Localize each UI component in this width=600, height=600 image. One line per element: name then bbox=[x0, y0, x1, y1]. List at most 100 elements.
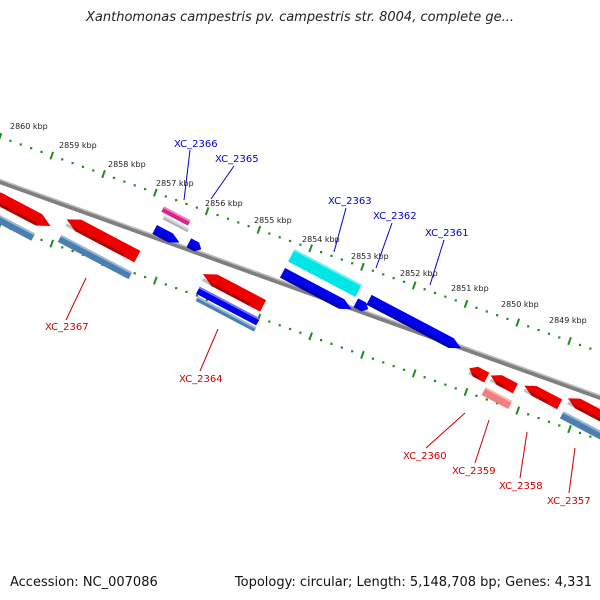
gene-xc2367-arrow bbox=[65, 219, 141, 263]
minor-tick bbox=[143, 187, 147, 191]
minor-tick bbox=[578, 343, 582, 346]
major-tick bbox=[308, 332, 313, 341]
minor-tick bbox=[371, 357, 374, 360]
kbp-label: 2860 kbp bbox=[10, 122, 48, 131]
gene-xc2362-arrow-shade bbox=[355, 305, 363, 312]
minor-tick bbox=[496, 402, 499, 405]
minor-tick bbox=[237, 221, 240, 224]
gene-xc2363-arrow-shade bbox=[281, 275, 341, 309]
major-tick bbox=[49, 151, 55, 160]
minor-tick bbox=[216, 213, 219, 217]
minor-tick bbox=[340, 346, 343, 349]
minor-tick bbox=[247, 225, 250, 228]
backbone-line bbox=[0, 178, 600, 401]
feature-magenta-bar bbox=[161, 206, 191, 226]
minor-tick bbox=[123, 180, 126, 183]
gene-xc2359-arrow-shade bbox=[489, 378, 506, 389]
minor-tick bbox=[40, 150, 43, 154]
operon-right-bar-highlight bbox=[562, 411, 600, 436]
minor-tick bbox=[340, 258, 343, 261]
gene-xc2363-bar-highlight bbox=[293, 249, 362, 287]
kbp-label: 2855 kbp bbox=[254, 216, 292, 225]
minor-tick bbox=[71, 249, 74, 253]
major-tick bbox=[49, 239, 55, 248]
label-xc2359: XC_2359 bbox=[452, 466, 496, 477]
major-tick bbox=[204, 207, 210, 216]
minor-tick bbox=[112, 176, 116, 180]
minor-tick bbox=[164, 283, 167, 286]
label-xc2361: XC_2361 bbox=[425, 228, 469, 239]
kbp-label: 2854 kbp bbox=[302, 235, 340, 244]
upper-tick-track bbox=[0, 132, 592, 350]
map-title: Xanthomonas campestris pv. campestris st… bbox=[86, 10, 514, 25]
gene-xc2358-arrow-shade bbox=[523, 388, 549, 405]
gene-xc2359-arrow-body bbox=[490, 375, 518, 394]
label-xc2365-leader bbox=[210, 165, 235, 200]
gene-xc2357-arrow-body bbox=[567, 398, 600, 427]
gene-xc2363-arrow-body bbox=[279, 267, 352, 310]
minor-tick bbox=[547, 420, 551, 423]
gene-xc2363-bar-body bbox=[288, 249, 362, 297]
minor-tick bbox=[164, 195, 167, 198]
minor-tick bbox=[433, 379, 437, 383]
minor-tick bbox=[454, 299, 457, 302]
minor-tick bbox=[589, 435, 592, 438]
kbp-label: 2852 kbp bbox=[400, 269, 438, 278]
minor-tick bbox=[392, 277, 395, 280]
minor-tick bbox=[195, 294, 198, 297]
gene-xc2357-arrow bbox=[567, 398, 600, 427]
minor-tick bbox=[185, 290, 188, 293]
gene-xc2364-arrow-shade bbox=[201, 278, 250, 306]
minor-tick bbox=[423, 288, 426, 291]
minor-tick bbox=[299, 243, 302, 246]
label-xc2360-leader bbox=[425, 412, 466, 449]
minor-tick bbox=[433, 291, 437, 295]
label-xc2362-leader bbox=[375, 222, 393, 269]
major-tick bbox=[101, 170, 106, 179]
gene-xc2360-arrow-body bbox=[469, 366, 490, 383]
major-tick bbox=[360, 262, 365, 271]
minor-tick bbox=[351, 350, 354, 353]
kbp-label: 2858 kbp bbox=[108, 160, 146, 169]
major-tick bbox=[567, 424, 572, 434]
gene-xc2366-arrow bbox=[152, 225, 180, 243]
major-tick bbox=[411, 369, 417, 378]
gene-xc2359-pseudo-bar-body bbox=[481, 387, 513, 409]
gene-xc2359-arrow bbox=[489, 375, 518, 394]
minor-tick bbox=[382, 273, 385, 276]
operon-left-bar-1 bbox=[0, 211, 36, 241]
minor-tick bbox=[558, 336, 561, 339]
label-xc2360: XC_2360 bbox=[403, 451, 447, 462]
genome-backbone bbox=[0, 178, 600, 401]
major-tick bbox=[153, 276, 158, 285]
gene-xc2367-arrow-shade bbox=[65, 223, 125, 257]
major-tick bbox=[256, 225, 262, 234]
major-tick bbox=[463, 387, 469, 397]
gene-xc2365-arrow-body bbox=[186, 238, 202, 252]
minor-tick bbox=[299, 331, 302, 334]
label-xc2359-leader bbox=[474, 419, 490, 464]
minor-tick bbox=[558, 424, 561, 427]
label-xc2367-leader bbox=[65, 277, 87, 321]
label-xc2362: XC_2362 bbox=[373, 211, 417, 222]
gene-xc2365-arrow-shade bbox=[188, 245, 196, 252]
gene-xc2364-operon-bar bbox=[195, 296, 257, 332]
minor-tick bbox=[402, 280, 406, 283]
operon-left-bar-2 bbox=[57, 234, 133, 280]
minor-tick bbox=[382, 361, 385, 364]
major-tick bbox=[515, 318, 521, 327]
operon-left-bar-1-body bbox=[0, 211, 36, 241]
minor-tick bbox=[371, 269, 374, 272]
gene-xc2364-arrow-body bbox=[202, 274, 267, 312]
minor-tick bbox=[61, 246, 64, 249]
gene-xc2363-bar bbox=[288, 249, 362, 297]
minor-tick bbox=[92, 169, 95, 172]
gene-xc2360-arrow-shade bbox=[468, 371, 480, 380]
minor-tick bbox=[226, 217, 230, 220]
minor-tick bbox=[527, 413, 530, 416]
feature-magenta-bar-body bbox=[161, 206, 191, 226]
genome-summary-label: Topology: circular; Length: 5,148,708 bp… bbox=[234, 575, 592, 590]
minor-tick bbox=[61, 158, 64, 161]
gene-xc2366-arrow-shade bbox=[154, 232, 170, 243]
feature-magenta-bar-highlight bbox=[163, 206, 191, 223]
